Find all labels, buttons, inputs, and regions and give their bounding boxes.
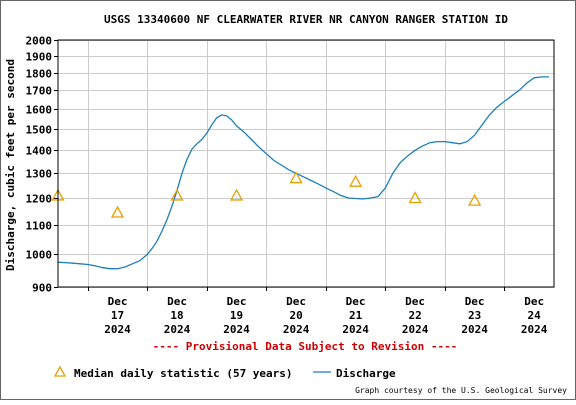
x-tick-label: Dec 24 2024	[521, 295, 548, 336]
usgs-credit: Graph courtesy of the U.S. Geological Su…	[355, 386, 567, 395]
y-tick-label: 1000	[26, 249, 53, 262]
y-tick-label: 2000	[26, 35, 53, 48]
x-tick-label: Dec 23 2024	[461, 295, 488, 336]
x-tick-label: Dec 22 2024	[402, 295, 429, 336]
y-axis-label: Discharge, cubic feet per second	[4, 59, 17, 271]
x-tick-label: Dec 21 2024	[342, 295, 369, 336]
legend-median-triangle-icon	[53, 365, 67, 377]
legend-discharge-label: Discharge	[336, 367, 396, 380]
y-tick-label: 1500	[26, 124, 53, 137]
x-axis-ticks: Dec 17 2024 Dec 18 2024 Dec 19 2024 Dec 20 2024 Dec 2…	[88, 287, 548, 336]
x-tick-label: Dec 18 2024	[164, 295, 191, 336]
y-axis-ticks: 900 1000 1100 1200 1300 1400 1500 1600 1700 1800 1…	[26, 35, 58, 295]
median-point-triangle	[229, 188, 244, 201]
plot-area-border	[57, 39, 555, 288]
legend: Median daily statistic (57 years) Discha…	[53, 365, 396, 380]
y-tick-label: 900	[32, 282, 52, 295]
discharge-series-line	[57, 76, 549, 270]
median-point-triangle	[170, 188, 184, 201]
y-tick-label: 1800	[26, 68, 53, 81]
y-tick-label: 1400	[26, 145, 53, 158]
series-layer	[51, 76, 549, 270]
y-tick-label: 1900	[26, 51, 53, 64]
median-point-triangle	[110, 205, 125, 218]
y-tick-label: 1200	[26, 193, 53, 206]
median-point-triangle	[408, 191, 422, 204]
y-tick-label: 1100	[26, 220, 53, 233]
y-tick-label: 1700	[26, 85, 53, 98]
x-tick-label: Dec 19 2024	[223, 295, 250, 336]
median-point-triangle	[468, 193, 482, 206]
provisional-notice: ---- Provisional Data Subject to Revisio…	[153, 340, 458, 353]
legend-median-label: Median daily statistic (57 years)	[74, 367, 293, 380]
median-point-triangle	[349, 174, 363, 187]
median-point-triangle	[289, 171, 303, 184]
x-tick-label: Dec 20 2024	[283, 295, 310, 336]
chart-title: USGS 13340600 NF CLEARWATER RIVER NR CAN…	[104, 13, 508, 26]
y-tick-label: 1300	[26, 168, 53, 181]
y-tick-label: 1600	[26, 104, 53, 117]
x-tick-label: Dec 17 2024	[104, 295, 131, 336]
